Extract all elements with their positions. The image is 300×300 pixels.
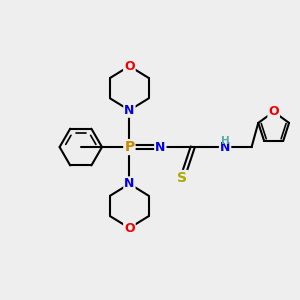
Text: O: O (124, 60, 135, 73)
Text: N: N (220, 141, 230, 154)
Text: H: H (221, 136, 230, 146)
Text: O: O (124, 221, 135, 235)
Text: O: O (268, 105, 279, 118)
Text: P: P (124, 140, 134, 154)
Text: N: N (124, 177, 135, 190)
Text: S: S (177, 171, 188, 185)
Text: N: N (124, 104, 135, 117)
Text: N: N (155, 141, 166, 154)
